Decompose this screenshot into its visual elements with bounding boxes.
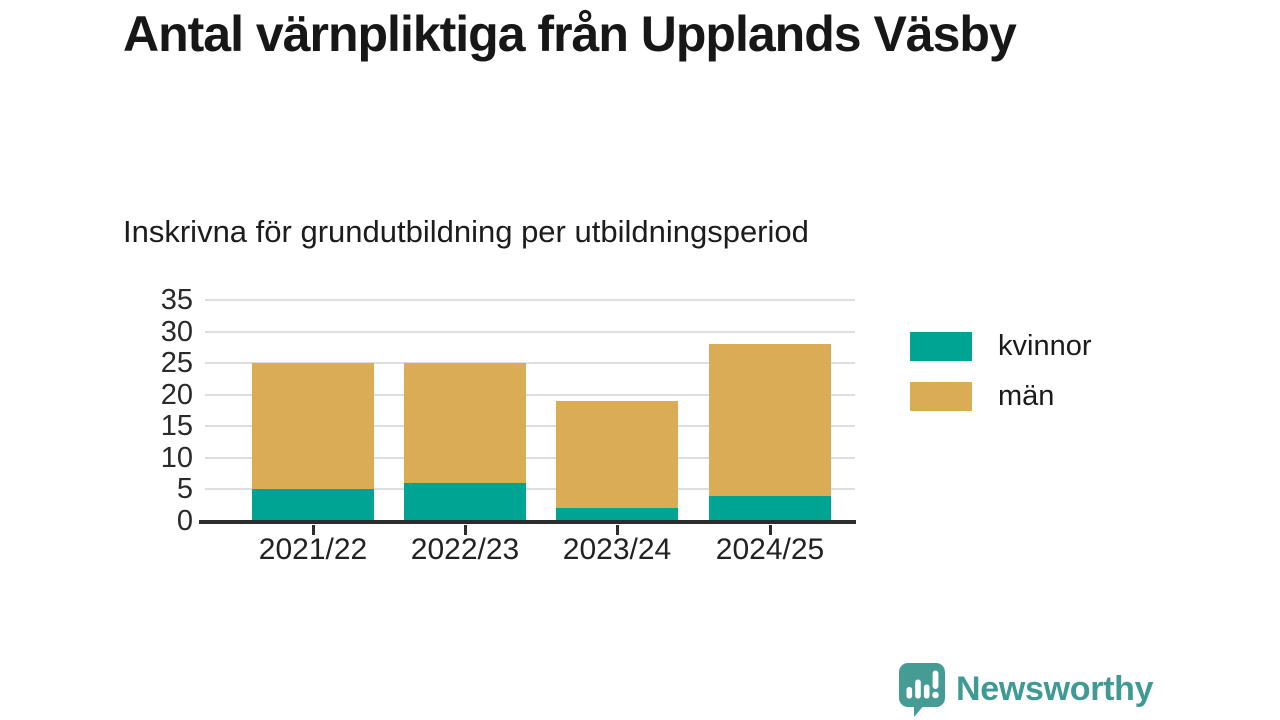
gridline-35 — [205, 299, 855, 301]
bar-segment-kvinnor-2021/22 — [252, 489, 374, 521]
gridline-30 — [205, 330, 855, 333]
legend-item-män: män — [910, 380, 1092, 413]
bar-segment-kvinnor-2022/23 — [404, 483, 526, 521]
x-tick-label-2023/24: 2023/24 — [562, 533, 672, 566]
plot-area: 0 5 10 15 20 25 30 35 2021/22 2022/23 2023/24 2024/… — [161, 285, 856, 566]
y-tick-label-20: 20 — [160, 378, 193, 411]
legend-label-män: män — [998, 380, 1055, 412]
y-tick-label-15: 15 — [160, 410, 193, 443]
y-tick-label-5: 5 — [176, 473, 193, 506]
chart-title: Antal värnpliktiga från Upplands Väsby — [123, 6, 1017, 62]
legend-item-kvinnor: kvinnor — [910, 330, 1092, 363]
legend-label-kvinnor: kvinnor — [998, 330, 1092, 362]
y-tick-label-0: 0 — [176, 505, 193, 537]
legend-swatch-män — [910, 382, 972, 411]
bar-segment-kvinnor-2024/25 — [709, 495, 831, 521]
x-tick-mark-2021/22 — [312, 525, 315, 535]
x-tick-label-2021/22: 2021/22 — [258, 533, 368, 566]
x-tick-mark-2023/24 — [616, 525, 619, 535]
gridline-25 — [205, 362, 855, 365]
newsworthy-logo: Newsworthy — [897, 661, 1154, 718]
gridline-20 — [205, 393, 855, 396]
gridline-10 — [205, 456, 855, 459]
newsworthy-logo-text: Newsworthy — [956, 670, 1154, 708]
y-tick-label-25: 25 — [160, 347, 193, 380]
x-tick-label-2024/25: 2024/25 — [715, 533, 825, 566]
gridline-5 — [205, 488, 855, 491]
legend-swatch-kvinnor — [910, 332, 972, 361]
gridline-15 — [205, 425, 855, 428]
newsworthy-logo-icon — [899, 663, 945, 717]
y-tick-label-10: 10 — [160, 441, 193, 474]
bar-segment-kvinnor-2023/24 — [556, 508, 678, 521]
chart-subtitle: Inskrivna för grundutbildning per utbild… — [123, 214, 809, 249]
y-tick-label-35: 35 — [160, 284, 193, 316]
y-tick-label-30: 30 — [160, 315, 193, 348]
x-tick-mark-2024/25 — [769, 525, 772, 535]
x-tick-label-2022/23: 2022/23 — [410, 533, 520, 566]
bar-segment-män-2023/24 — [556, 401, 678, 509]
x-axis-line — [199, 520, 856, 524]
legend: kvinnor män — [910, 330, 1092, 430]
bar-segment-män-2021/22 — [252, 363, 374, 490]
bar-segment-män-2024/25 — [709, 344, 831, 496]
x-tick-mark-2022/23 — [464, 525, 467, 535]
bar-segment-män-2022/23 — [404, 363, 526, 484]
